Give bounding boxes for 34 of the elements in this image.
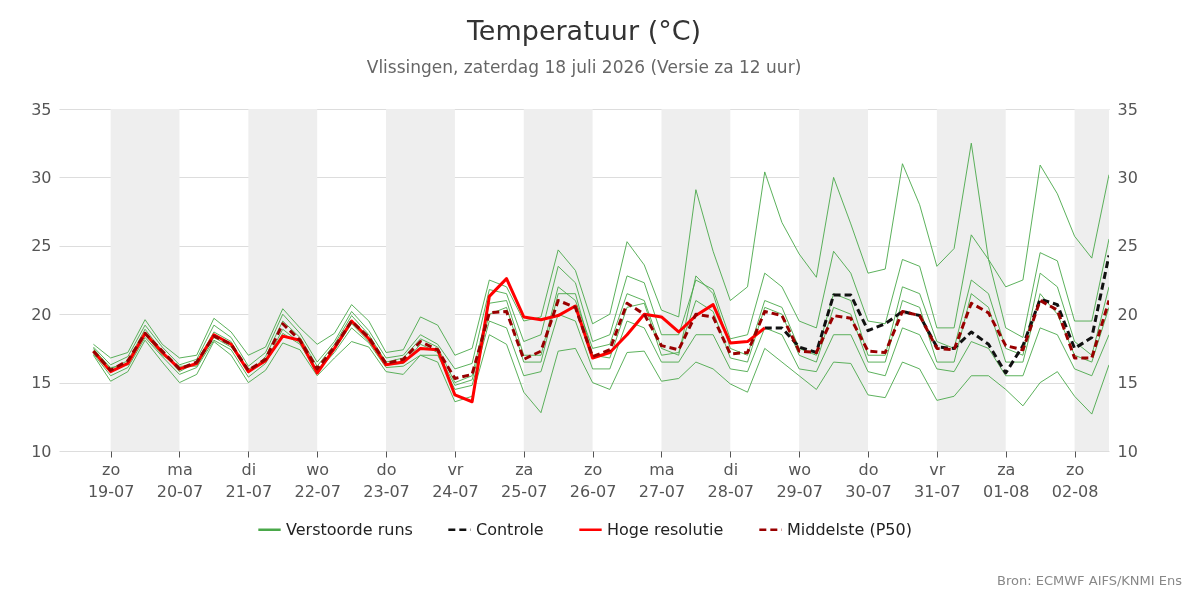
x-tick-label: zo 02-08 (1051, 459, 1099, 501)
x-tick-label: wo 29-07 (776, 459, 823, 501)
y-tick-label: 30 (31, 167, 52, 187)
y2-tick-label: 35 (1117, 99, 1138, 119)
x-tick-label: ma 27-07 (638, 459, 686, 501)
y2-tick-label: 25 (1117, 236, 1138, 256)
x-tick-label: za 01-08 (982, 459, 1030, 501)
y-tick-label: 35 (31, 99, 52, 119)
x-tick-label: zo 26-07 (569, 459, 617, 501)
legend-label: Middelste (P50) (787, 519, 912, 539)
chart-subtitle: Vlissingen, zaterdag 18 juli 2026 (Versie za 12 uur) (366, 57, 802, 77)
x-tick-label: zo 19-07 (87, 459, 135, 501)
x-tick-label: za 25-07 (501, 459, 548, 501)
y-tick-label: 20 (31, 304, 52, 324)
x-tick-label: wo 22-07 (294, 459, 341, 501)
x-tick-label: do 30-07 (845, 459, 892, 501)
x-tick-label: di 28-07 (707, 459, 755, 501)
x-tick-label: ma 20-07 (156, 459, 204, 501)
legend-label: Hoge resolutie (607, 519, 724, 539)
y2-tick-label: 30 (1117, 167, 1138, 187)
chart-title: Temperatuur (°C) (465, 15, 702, 46)
x-tick-label: vr 31-07 (914, 459, 961, 501)
y2-tick-label: 10 (1117, 441, 1138, 461)
y-tick-label: 15 (31, 373, 52, 393)
legend-label: Controle (476, 519, 544, 539)
text: Bron: ECMWF AIFS/KNMI Ens (997, 573, 1182, 588)
x-tick-label: di 21-07 (225, 459, 273, 501)
legend-label: Verstoorde runs (286, 519, 413, 539)
y2-tick-label: 20 (1117, 304, 1138, 324)
y-tick-label: 10 (31, 441, 52, 461)
y-tick-label: 25 (31, 236, 52, 256)
x-tick-label: do 23-07 (363, 459, 410, 501)
y2-tick-label: 15 (1117, 373, 1138, 393)
x-tick-label: vr 24-07 (432, 459, 479, 501)
